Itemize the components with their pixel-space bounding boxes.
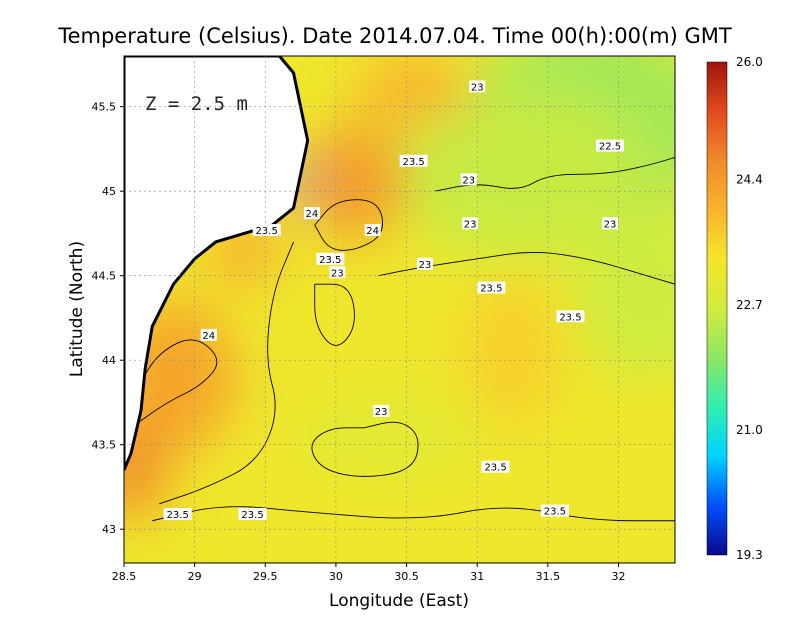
contour-label-bg <box>596 139 625 152</box>
x-tick-label: 28.5 <box>112 570 137 583</box>
contour-label: 23 <box>462 175 475 186</box>
x-tick-label: 30.5 <box>394 570 419 583</box>
x-tick-label: 29 <box>188 570 202 583</box>
contour-label: 23 <box>419 260 432 271</box>
y-tick-label: 43 <box>102 523 116 536</box>
contour-label-bg <box>481 460 510 473</box>
y-tick-label: 45 <box>102 185 116 198</box>
temperature-field: 23 22.5 23.5 23 24 24 23.5 23 23 23.5 23 23 23.5 23.5… <box>124 56 675 563</box>
contour-line <box>130 339 218 429</box>
colorbar-tick-label: 19.3 <box>736 548 763 562</box>
y-axis-label: Latitude (North) <box>67 241 87 377</box>
contour-label: 23.5 <box>319 255 341 266</box>
contour-label-bg <box>460 173 477 186</box>
contour-label: 23.5 <box>559 312 581 323</box>
y-tick-label: 44.5 <box>92 270 117 283</box>
contour-line <box>314 199 383 251</box>
temperature-blob <box>307 123 407 242</box>
contour-label: 23.5 <box>167 510 189 521</box>
plot-frame <box>123 55 676 564</box>
contour-label: 23.5 <box>241 510 263 521</box>
contour-line <box>434 156 675 192</box>
contour-label-bg <box>462 217 479 230</box>
contour-label: 23.5 <box>544 507 566 518</box>
contour-label: 23 <box>464 219 477 230</box>
grid-lines <box>124 56 675 563</box>
contour-label-bg <box>540 504 569 517</box>
y-axis-ticks: 43 43.5 44 44.5 45 45.5 <box>92 101 124 536</box>
contour-label: 24 <box>366 226 379 237</box>
colorbar-tick-label: 21.0 <box>736 423 763 437</box>
contour-label: 22.5 <box>599 142 621 153</box>
colorbar-tick-label: 24.4 <box>736 173 763 187</box>
x-tick-label: 30 <box>329 570 343 583</box>
temperature-blob <box>392 89 647 259</box>
contour-label: 23.5 <box>484 463 506 474</box>
x-axis-label: Longitude (East) <box>329 591 469 611</box>
contour-label: 23.5 <box>256 226 278 237</box>
contour-label-bg <box>303 207 320 220</box>
land-mask <box>124 56 310 471</box>
contour-label: 23 <box>604 219 617 230</box>
contour-label-bg <box>364 224 381 237</box>
contour-label: 23.5 <box>480 284 502 295</box>
contour-label-bg <box>163 507 192 520</box>
contour-label-bg <box>316 252 345 265</box>
temperature-blob <box>463 275 562 428</box>
temperature-blob <box>293 385 492 487</box>
contour-label: 23 <box>471 82 484 93</box>
contour-label-bg <box>200 328 217 341</box>
contour-label-bg <box>602 217 619 230</box>
x-tick-label: 31 <box>470 570 484 583</box>
depth-label: Z = 2.5 m <box>145 93 248 115</box>
x-tick-label: 31.5 <box>536 570 561 583</box>
x-tick-label: 29.5 <box>253 570 278 583</box>
contour-label-bg <box>477 281 506 294</box>
chart-title: Temperature (Celsius). Date 2014.07.04. … <box>57 24 732 48</box>
contour-label-bg <box>556 310 585 323</box>
contour-labels: 23 22.5 23.5 23 24 24 23.5 23 23 23.5 23 23 23.5 23.5… <box>163 80 625 521</box>
contour-label-bg <box>399 154 428 167</box>
contour-label: 24 <box>306 209 319 220</box>
contour-label: 23 <box>331 268 344 279</box>
contour-label-bg <box>373 404 390 417</box>
contour-line <box>311 421 419 477</box>
contour-label-bg <box>469 80 486 93</box>
temperature-blob <box>357 56 471 124</box>
y-tick-label: 43.5 <box>92 439 117 452</box>
contour-line <box>159 241 294 505</box>
contour-label-bg <box>416 257 433 270</box>
x-tick-label: 32 <box>611 570 625 583</box>
contour-label: 23.5 <box>402 157 424 168</box>
colorbar-tick-label: 26.0 <box>736 55 763 69</box>
contour-label: 24 <box>202 331 215 342</box>
contour-label-bg <box>252 224 281 237</box>
contour-label-bg <box>238 507 267 520</box>
y-tick-label: 44 <box>102 354 116 367</box>
contour-label: 23 <box>375 407 388 418</box>
colorbar-ticks: 26.0 24.4 22.7 21.0 19.3 <box>736 55 763 562</box>
contour-line <box>314 283 355 346</box>
contour-label-bg <box>329 266 346 279</box>
x-axis-ticks: 28.5 29 29.5 30 30.5 31 31.5 32 <box>112 563 625 583</box>
colorbar <box>706 61 728 556</box>
colorbar-tick-label: 22.7 <box>736 298 763 312</box>
y-tick-label: 45.5 <box>92 101 117 114</box>
temperature-blob <box>576 208 675 378</box>
